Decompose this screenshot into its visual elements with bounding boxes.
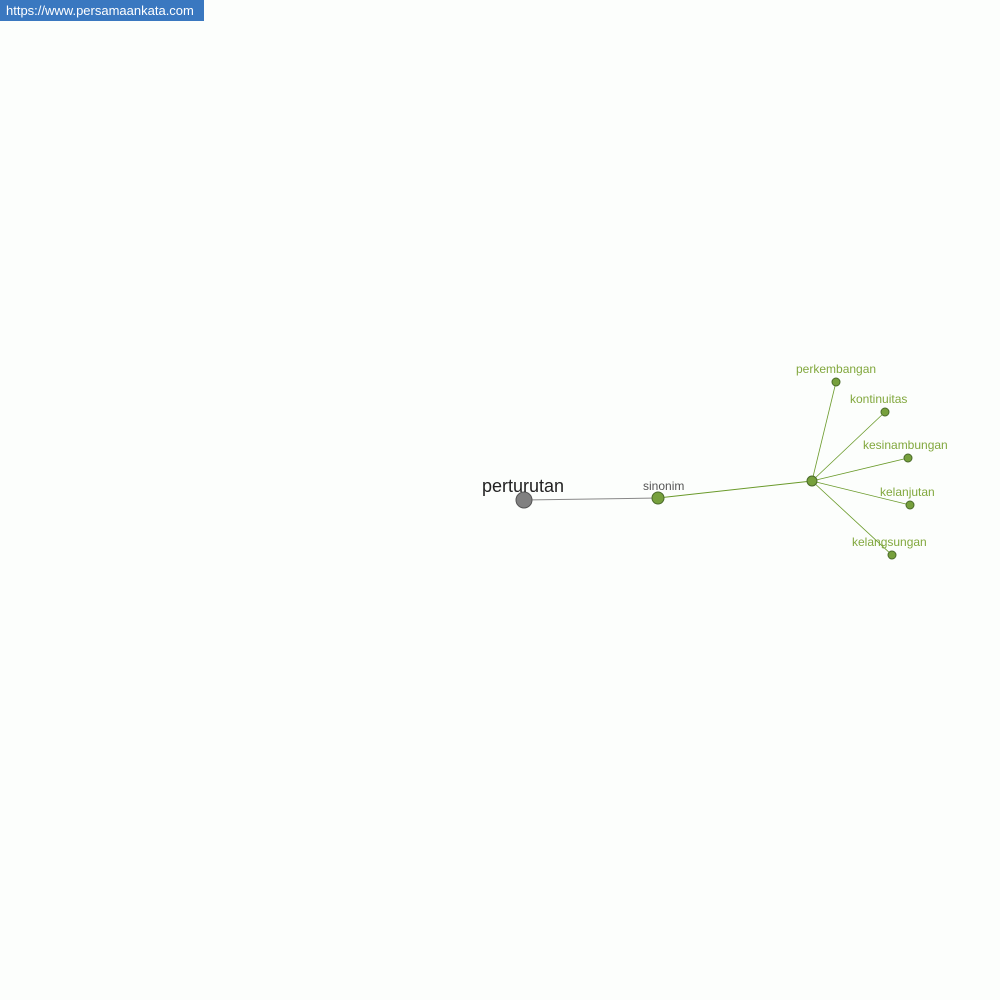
edge-relation-hub	[657, 480, 813, 499]
edge-hub-synonym	[811, 457, 909, 482]
synonym-label[interactable]: kesinambungan	[863, 438, 948, 452]
edge-hub-synonym	[811, 381, 837, 482]
edge-hub-synonym	[811, 480, 893, 556]
root-node[interactable]	[515, 491, 533, 509]
hub-node	[806, 475, 818, 487]
edge-hub-synonym	[811, 480, 911, 506]
synonym-node[interactable]	[887, 550, 897, 560]
edge-hub-synonym	[811, 411, 886, 482]
synonym-label[interactable]: kelangsungan	[852, 535, 927, 549]
synonym-node[interactable]	[905, 500, 915, 510]
relation-node[interactable]	[651, 491, 665, 505]
synonym-node[interactable]	[880, 407, 890, 417]
synonym-label[interactable]: perkembangan	[796, 362, 876, 376]
edge-root-relation	[523, 497, 659, 501]
synonym-node[interactable]	[903, 453, 913, 463]
site-url-banner[interactable]: https://www.persamaankata.com	[0, 0, 204, 21]
root-label: perturutan	[482, 476, 564, 496]
synonym-label[interactable]: kelanjutan	[880, 485, 935, 499]
relation-label: sinonim	[643, 479, 684, 493]
synonym-label[interactable]: kontinuitas	[850, 392, 907, 406]
synonym-node[interactable]	[831, 377, 841, 387]
